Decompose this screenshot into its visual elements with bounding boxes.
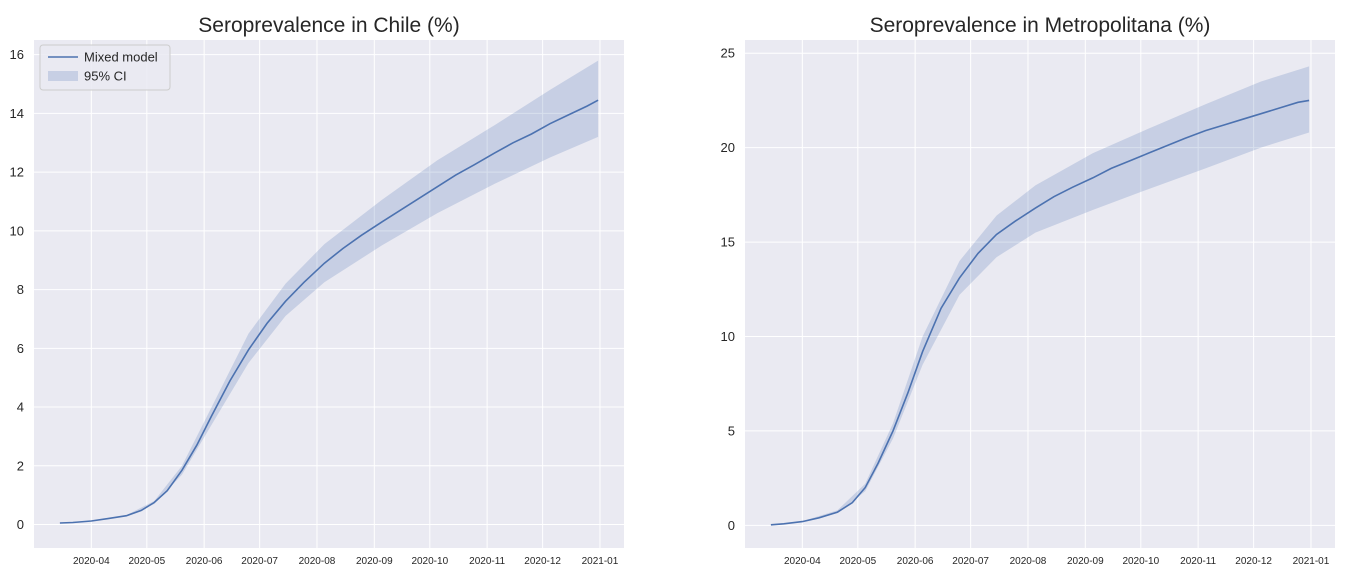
chart-panel-1: 0 2 4 6 8 10 12 14 16 2020-04 2020-05 2020-06 2020-0… [10,14,624,567]
x-tick-label: 2020-12 [524,556,561,567]
y-tick-label: 6 [17,341,24,356]
x-tick-label: 2020-07 [241,556,278,567]
legend: Mixed model 95% CI [39,44,171,91]
x-tick-label: 2020-12 [1235,556,1272,567]
y-tick-label: 25 [721,46,735,61]
y-tick-label: 12 [10,165,24,180]
x-tick-label: 2020-08 [299,556,336,567]
x-tick-label: 2021-01 [582,556,619,567]
chart-title: Seroprevalence in Chile (%) [198,14,459,37]
y-tick-label: 20 [721,140,735,155]
legend-label-ci: 95% CI [84,69,127,84]
x-tick-label: 2020-05 [839,556,876,567]
plot-area [745,40,1335,548]
y-tick-label: 5 [728,423,735,438]
x-tick-label: 2020-09 [1067,556,1104,567]
mixed-model-line [770,99,1310,526]
y-tick-label: 14 [10,106,24,121]
x-tick-label: 2020-09 [356,556,393,567]
chart-title: Seroprevalence in Metropolitana (%) [870,14,1211,37]
y-tick-label: 0 [728,518,735,533]
x-tick-label: 2020-06 [186,556,223,567]
chart-panel-2: 0 5 10 15 20 25 2020-04 2020-05 2020-06 2020-07 20… [721,14,1335,567]
x-tick-label: 2021-01 [1293,556,1330,567]
x-tick-label: 2020-06 [897,556,934,567]
x-tick-label: 2020-10 [1122,556,1159,567]
x-tick-label: 2020-04 [784,556,821,567]
x-tick-label: 2020-05 [128,556,165,567]
x-tick-label: 2020-10 [411,556,448,567]
y-tick-label: 0 [17,517,24,532]
x-tick-label: 2020-07 [952,556,989,567]
y-tick-label: 10 [10,223,24,238]
x-tick-label: 2020-11 [469,556,505,567]
legend-band-swatch [48,71,78,81]
y-tick-label: 8 [17,282,24,297]
plot-area [34,40,624,548]
y-tick-label: 15 [721,235,735,250]
y-tick-label: 10 [721,329,735,344]
ci-band [59,60,599,523]
y-tick-label: 2 [17,458,24,473]
x-tick-label: 2020-04 [73,556,110,567]
mixed-model-line [59,99,599,524]
y-tick-label: 16 [10,47,24,62]
x-tick-label: 2020-08 [1010,556,1047,567]
y-tick-label: 4 [17,400,24,415]
x-tick-label: 2020-11 [1180,556,1216,567]
legend-label-mixed-model: Mixed model [84,50,158,65]
ci-band [770,66,1310,525]
